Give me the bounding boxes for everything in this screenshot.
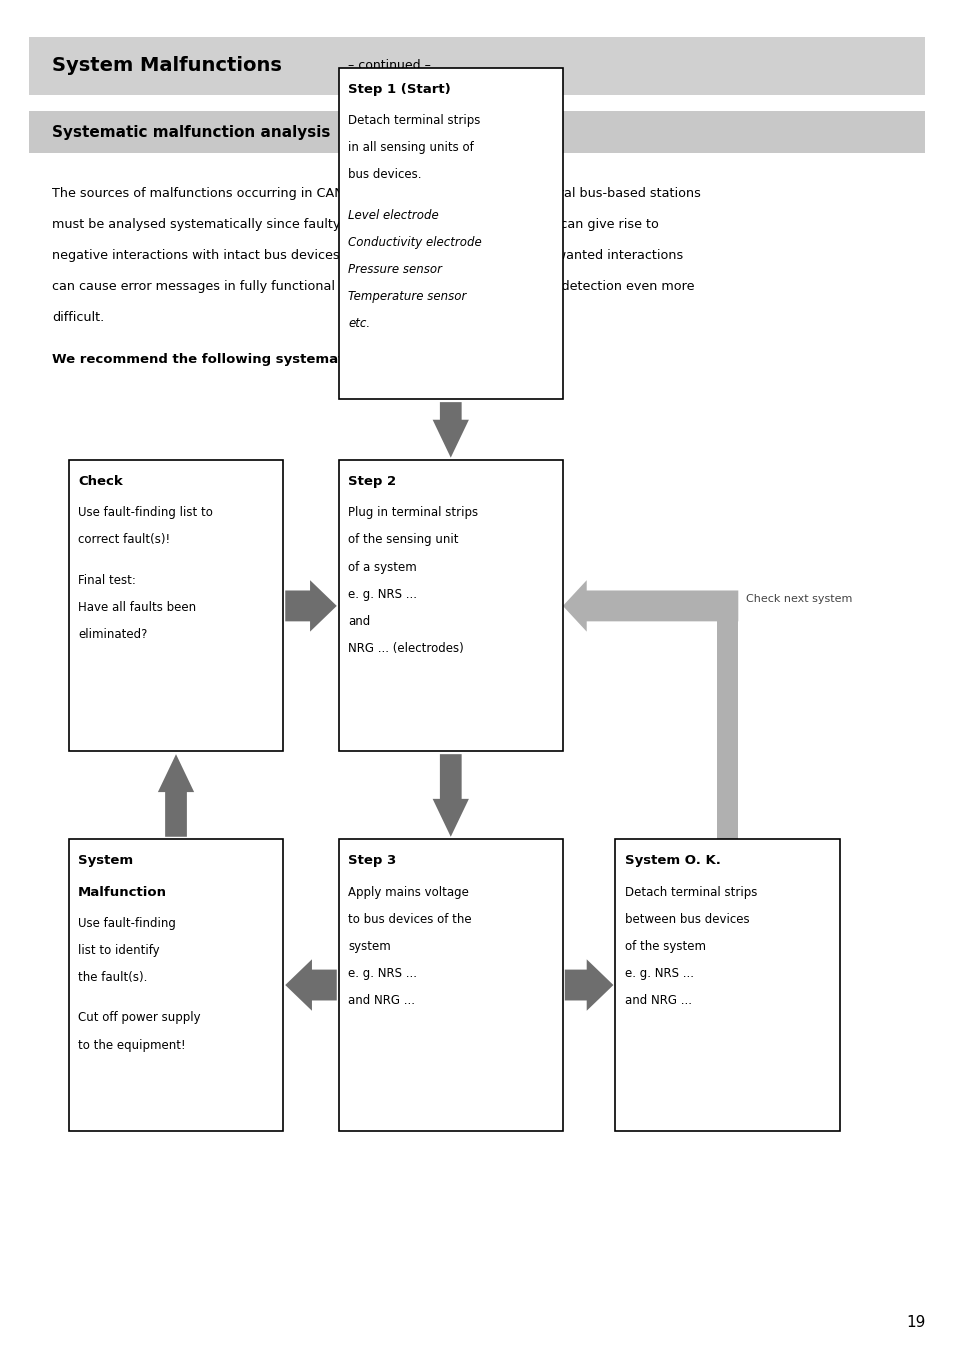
Text: and NRG ...: and NRG ... bbox=[624, 994, 691, 1007]
Text: The sources of malfunctions occurring in CAN bus systems operating with several : The sources of malfunctions occurring in… bbox=[52, 187, 700, 200]
Text: Plug in terminal strips: Plug in terminal strips bbox=[348, 506, 477, 520]
Text: Step 3: Step 3 bbox=[348, 854, 396, 868]
Text: Level electrode: Level electrode bbox=[348, 209, 438, 222]
FancyBboxPatch shape bbox=[29, 111, 924, 153]
Text: Detach terminal strips: Detach terminal strips bbox=[624, 886, 757, 899]
Text: We recommend the following systematic fault finding procedures:: We recommend the following systematic fa… bbox=[52, 353, 549, 367]
Text: System Malfunctions: System Malfunctions bbox=[52, 56, 282, 76]
Text: Step 2: Step 2 bbox=[348, 475, 395, 489]
Text: e. g. NRS ...: e. g. NRS ... bbox=[348, 967, 416, 980]
Polygon shape bbox=[562, 580, 738, 631]
FancyBboxPatch shape bbox=[615, 839, 839, 1131]
Text: Pressure sensor: Pressure sensor bbox=[348, 263, 442, 276]
Text: System: System bbox=[78, 854, 133, 868]
Text: can cause error messages in fully functional bus devices, which will make fault : can cause error messages in fully functi… bbox=[52, 280, 694, 294]
FancyBboxPatch shape bbox=[716, 605, 738, 839]
Text: of a system: of a system bbox=[348, 561, 416, 574]
Text: Malfunction: Malfunction bbox=[78, 886, 167, 899]
Polygon shape bbox=[285, 580, 336, 631]
Text: 19: 19 bbox=[905, 1315, 924, 1330]
Text: Step 1 (Start): Step 1 (Start) bbox=[348, 83, 451, 96]
Text: System O. K.: System O. K. bbox=[624, 854, 720, 868]
Text: Use fault-finding list to: Use fault-finding list to bbox=[78, 506, 213, 520]
Text: – continued –: – continued – bbox=[348, 60, 431, 72]
Text: difficult.: difficult. bbox=[52, 311, 105, 325]
Polygon shape bbox=[432, 754, 469, 837]
Text: Check next system: Check next system bbox=[745, 594, 851, 604]
Text: bus devices.: bus devices. bbox=[348, 168, 421, 181]
FancyBboxPatch shape bbox=[338, 68, 562, 399]
Text: list to identify: list to identify bbox=[78, 944, 160, 957]
Text: correct fault(s)!: correct fault(s)! bbox=[78, 533, 171, 547]
FancyBboxPatch shape bbox=[338, 839, 562, 1131]
Polygon shape bbox=[158, 754, 193, 837]
Text: NRG ... (electrodes): NRG ... (electrodes) bbox=[348, 642, 463, 655]
FancyBboxPatch shape bbox=[69, 839, 283, 1131]
Text: and NRG ...: and NRG ... bbox=[348, 994, 415, 1007]
Text: Conductivity electrode: Conductivity electrode bbox=[348, 236, 481, 249]
Text: and: and bbox=[348, 615, 370, 628]
Text: Detach terminal strips: Detach terminal strips bbox=[348, 114, 480, 127]
Text: negative interactions with intact bus devices in the CAN bus system. These unwan: negative interactions with intact bus de… bbox=[52, 249, 683, 263]
Text: the fault(s).: the fault(s). bbox=[78, 971, 148, 984]
Text: to bus devices of the: to bus devices of the bbox=[348, 913, 472, 926]
Text: must be analysed systematically since faulty components or incorrect settings ca: must be analysed systematically since fa… bbox=[52, 218, 659, 232]
FancyBboxPatch shape bbox=[29, 37, 924, 95]
Polygon shape bbox=[285, 959, 336, 1010]
Text: to the equipment!: to the equipment! bbox=[78, 1039, 186, 1052]
Text: e. g. NRS ...: e. g. NRS ... bbox=[624, 967, 693, 980]
Text: system: system bbox=[348, 940, 391, 953]
Text: Temperature sensor: Temperature sensor bbox=[348, 290, 466, 303]
Text: Final test:: Final test: bbox=[78, 574, 136, 588]
Polygon shape bbox=[564, 959, 613, 1010]
Text: Systematic malfunction analysis: Systematic malfunction analysis bbox=[52, 125, 331, 139]
FancyBboxPatch shape bbox=[338, 460, 562, 751]
Text: between bus devices: between bus devices bbox=[624, 913, 749, 926]
Text: e. g. NRS ...: e. g. NRS ... bbox=[348, 588, 416, 601]
Text: in all sensing units of: in all sensing units of bbox=[348, 141, 474, 154]
Polygon shape bbox=[432, 402, 469, 458]
Text: Cut off power supply: Cut off power supply bbox=[78, 1011, 201, 1025]
Text: Apply mains voltage: Apply mains voltage bbox=[348, 886, 469, 899]
Text: eliminated?: eliminated? bbox=[78, 628, 148, 642]
FancyBboxPatch shape bbox=[69, 460, 283, 751]
Text: etc.: etc. bbox=[348, 317, 370, 330]
Text: Use fault-finding: Use fault-finding bbox=[78, 917, 176, 930]
Text: of the sensing unit: of the sensing unit bbox=[348, 533, 458, 547]
Text: Check: Check bbox=[78, 475, 123, 489]
Text: Have all faults been: Have all faults been bbox=[78, 601, 196, 615]
Text: of the system: of the system bbox=[624, 940, 705, 953]
